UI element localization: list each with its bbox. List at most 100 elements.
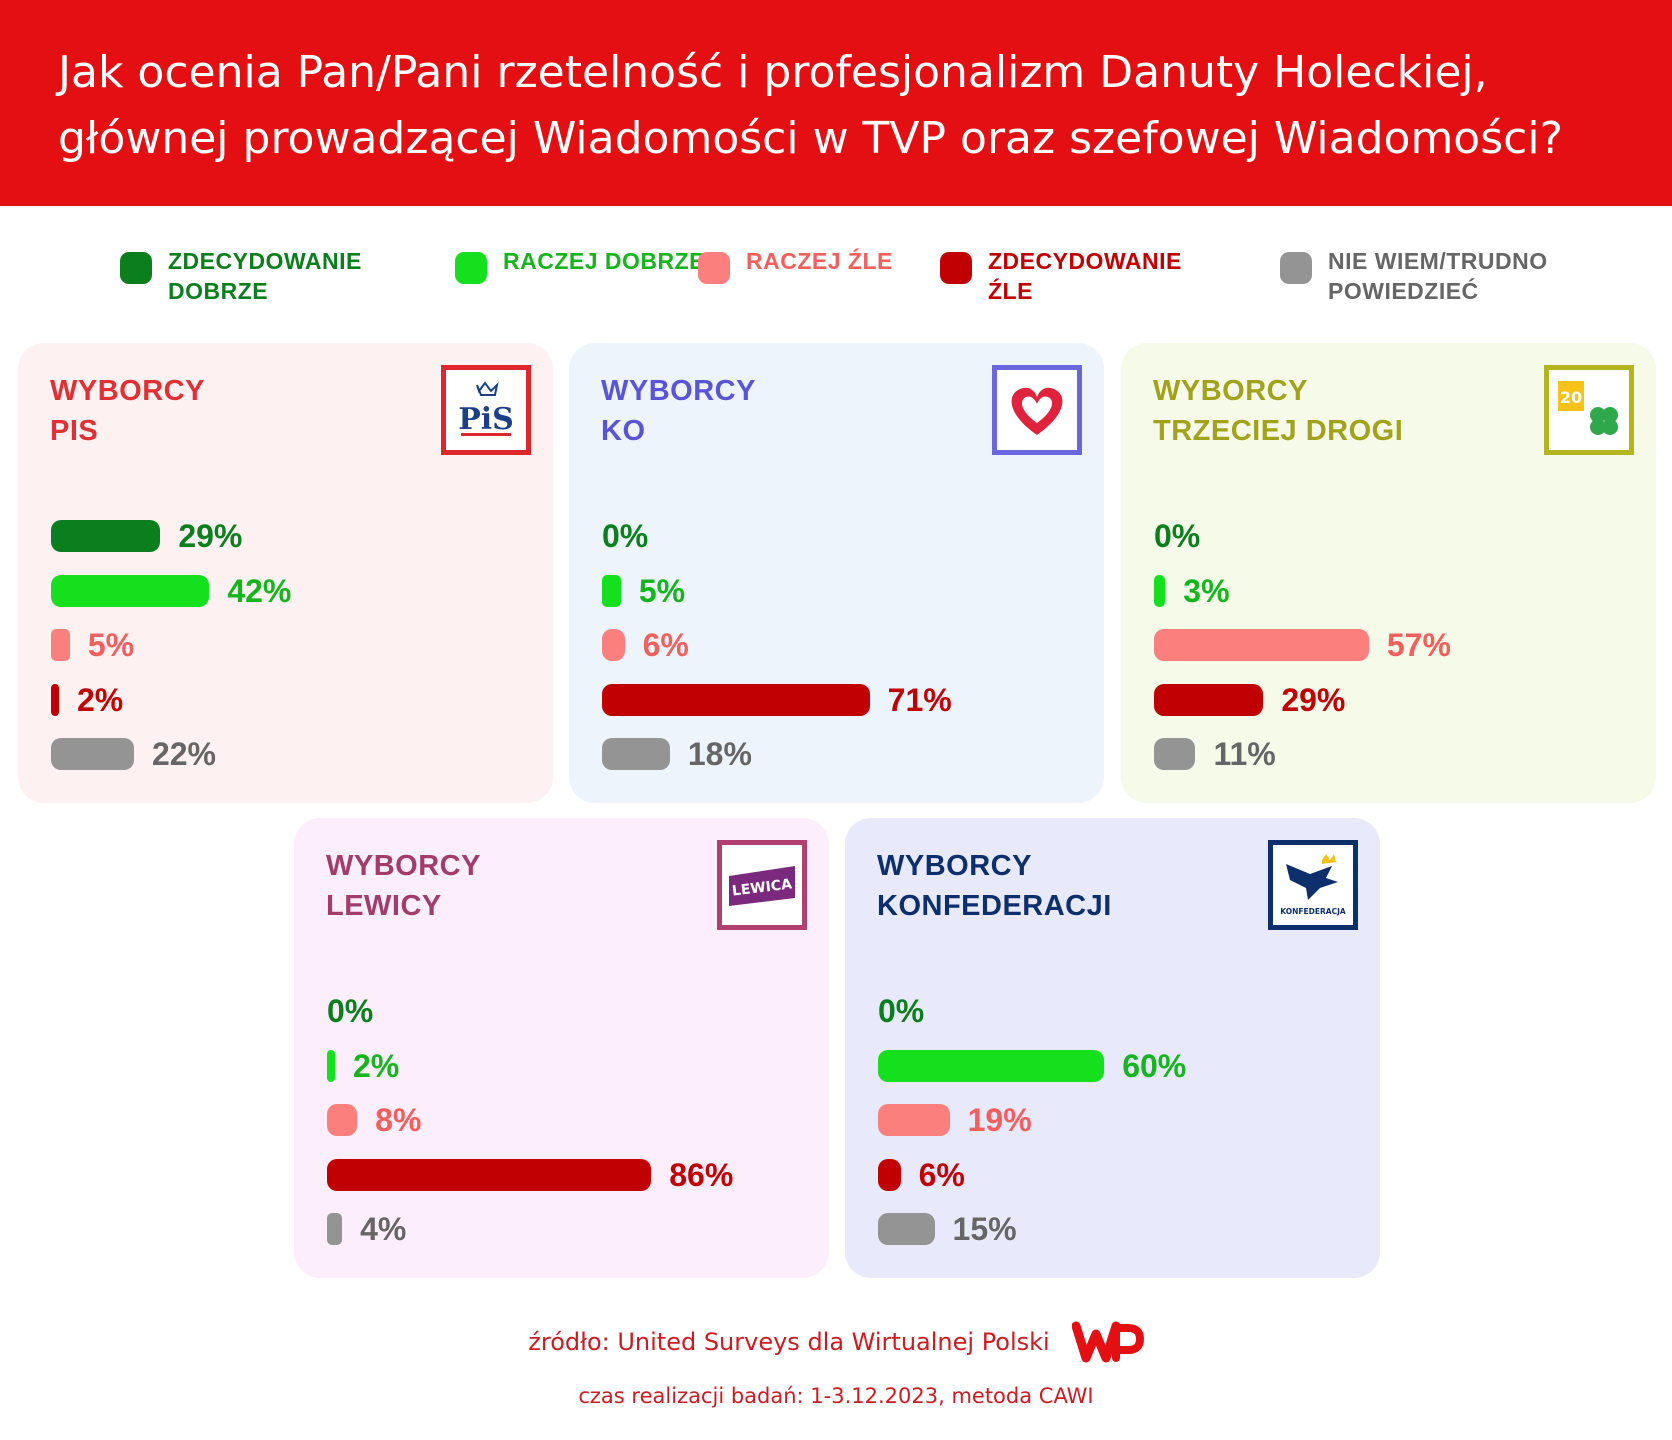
panel-pis: WYBORCY PIS PiS 29% 42% 5% 2% 22% (18, 343, 553, 803)
bar-row: 3% (1154, 574, 1230, 608)
bar (878, 1213, 935, 1245)
legend-label: NIE WIEM/TRUDNO POWIEDZIEĆ (1328, 248, 1548, 304)
bar-value-label: 57% (1386, 627, 1451, 663)
lewica-logo: LEWICA (717, 840, 807, 930)
bar (878, 1104, 950, 1136)
bar-row: 0% (1154, 519, 1200, 553)
bar (327, 1213, 343, 1245)
ko-logo (992, 365, 1082, 455)
bar-value-label: 0% (602, 518, 649, 554)
legend-item: NIE WIEM/TRUDNO POWIEDZIEĆ (1280, 246, 1558, 306)
bar-value-label: 4% (360, 1211, 407, 1247)
pis-logo-icon: PiS (458, 381, 514, 437)
bar-row: 18% (602, 737, 752, 771)
legend-swatch (120, 252, 152, 284)
bar (1154, 683, 1264, 716)
bar-row: 19% (878, 1103, 1032, 1137)
panel-title: WYBORCY LEWICY (326, 846, 706, 926)
bar-value-label: 15% (952, 1211, 1017, 1247)
svg-text:20: 20 (1560, 388, 1582, 407)
bar-value-label: 86% (669, 1156, 734, 1193)
bar-row: 71% (602, 683, 952, 717)
bar-value-label: 22% (151, 736, 216, 772)
bar (1154, 738, 1196, 770)
panel-title-line1: WYBORCY (326, 850, 481, 882)
chart-title: Jak ocenia Pan/Pani rzetelność i profesj… (58, 47, 1563, 164)
bar (51, 520, 161, 552)
ko-logo-icon (1011, 387, 1063, 435)
pis-logo: PiS (441, 365, 531, 455)
legend-item: RACZEJ DOBRZE (455, 246, 733, 284)
panel-title: WYBORCY KONFEDERACJI (877, 846, 1257, 926)
bar-value-label: 5% (638, 572, 686, 609)
bar-row: 0% (602, 519, 648, 553)
bar (878, 1049, 1105, 1082)
bar-row: 29% (51, 519, 242, 553)
bar (878, 1158, 901, 1191)
bar-value-label: 29% (1281, 681, 1346, 718)
svg-text:PiS: PiS (458, 402, 514, 437)
bar (51, 738, 134, 770)
wp-logo-icon (1071, 1321, 1144, 1363)
bar-row: 0% (327, 994, 373, 1028)
bar-value-label: 6% (642, 627, 689, 663)
panel-title-line1: WYBORCY (877, 850, 1032, 882)
bar-value-label: 71% (887, 681, 952, 718)
panel-lewicy: WYBORCY LEWICY LEWICA 0% 2% 8% 86% 4% (294, 818, 829, 1278)
konfederacja-logo: KONFEDERACJA (1268, 840, 1358, 930)
panel-title-line2: LEWICY (326, 890, 442, 922)
bar (51, 574, 210, 607)
legend-label: RACZEJ DOBRZE (503, 248, 706, 274)
legend-item: ZDECYDOWANIE DOBRZE (120, 246, 398, 306)
panel-konfederacji: WYBORCY KONFEDERACJI KONFEDERACJA 0% 60% 19% 6… (845, 818, 1380, 1278)
bar (602, 738, 670, 770)
bar-row: 6% (878, 1158, 965, 1192)
bar-value-label: 29% (178, 518, 243, 554)
bar-value-label: 3% (1183, 572, 1230, 609)
svg-text:LEWICA: LEWICA (731, 876, 793, 899)
bar-row: 42% (51, 574, 291, 608)
bar-row: 15% (878, 1212, 1017, 1246)
bar (602, 683, 870, 716)
panel-trzeciej-drogi: WYBORCY TRZECIEJ DROGI 20 0% 3% 57% 29% 11% (1121, 343, 1656, 803)
bar-value-label: 0% (878, 993, 925, 1029)
bar-value-label: 60% (1122, 1047, 1187, 1084)
legend-label: ZDECYDOWANIE DOBRZE (168, 248, 362, 304)
header-banner: Jak ocenia Pan/Pani rzetelność i profesj… (0, 0, 1672, 206)
lewica-logo-icon: LEWICA (729, 866, 795, 906)
bar (327, 1104, 358, 1136)
legend: ZDECYDOWANIE DOBRZE RACZEJ DOBRZE RACZEJ Ź… (0, 246, 1672, 316)
legend-swatch (698, 252, 730, 284)
bar-value-label: 8% (375, 1102, 422, 1138)
bar (51, 629, 70, 661)
bar (51, 683, 59, 716)
bar-row: 29% (1154, 683, 1345, 717)
panel-title: WYBORCY PIS (50, 371, 430, 451)
bar (1154, 629, 1369, 661)
bar-row: 5% (602, 574, 685, 608)
source-line: źródło: United Surveys dla Wirtualnej Po… (0, 1320, 1672, 1364)
bar-row: 60% (878, 1049, 1186, 1083)
bar-row: 22% (51, 737, 216, 771)
bar-row: 6% (602, 628, 689, 662)
bar-value-label: 19% (967, 1102, 1032, 1138)
bar-value-label: 11% (1213, 736, 1276, 772)
bar-row: 0% (878, 994, 924, 1028)
bar-value-label: 6% (918, 1156, 965, 1193)
bar-value-label: 5% (87, 627, 135, 663)
panel-title-line2: TRZECIEJ DROGI (1153, 415, 1404, 447)
panel-title-line2: KO (601, 415, 646, 447)
legend-swatch (940, 252, 972, 284)
panel-title-line1: WYBORCY (601, 375, 756, 407)
date-line: czas realizacji badań: 1-3.12.2023, meto… (578, 1384, 1094, 1408)
legend-label: ZDECYDOWANIE ŹLE (988, 248, 1182, 304)
legend-swatch (455, 252, 487, 284)
legend-label: RACZEJ ŹLE (746, 248, 893, 274)
bar-value-label: 0% (1154, 518, 1201, 554)
panel-title-line1: WYBORCY (50, 375, 205, 407)
bar (602, 629, 625, 661)
bar-row: 2% (327, 1049, 399, 1083)
bar (602, 574, 621, 607)
bar-row: 11% (1154, 737, 1276, 771)
bar-row: 8% (327, 1103, 421, 1137)
